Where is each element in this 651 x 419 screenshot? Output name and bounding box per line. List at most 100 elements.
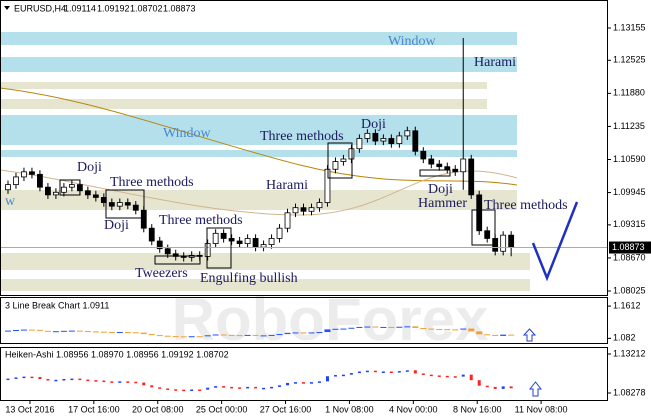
candle-body — [476, 194, 483, 232]
main-panel — [0, 37, 607, 262]
ha-bar — [246, 386, 250, 389]
zone — [0, 253, 530, 270]
ha-bar — [421, 373, 425, 375]
brick — [380, 326, 387, 328]
candle-body — [29, 171, 35, 175]
menu-icon[interactable] — [4, 6, 10, 10]
candle-body — [228, 238, 235, 242]
candle-body — [460, 158, 467, 173]
brick — [124, 332, 131, 334]
candle-body — [244, 238, 251, 244]
candle-body — [212, 232, 219, 244]
ha-bar — [30, 376, 34, 379]
symbol: EURUSD,H4 — [14, 3, 66, 13]
annotation: Window — [163, 126, 212, 141]
annotation: Harami — [474, 55, 516, 70]
candle-body — [380, 138, 387, 142]
brick — [12, 330, 19, 332]
annotation: Doji — [104, 218, 129, 233]
brick — [52, 331, 59, 333]
ha-bar — [70, 378, 74, 381]
y-tick-label: 1.13212 — [613, 348, 646, 358]
zone — [0, 99, 487, 109]
pattern-box — [206, 227, 232, 269]
moving-average — [0, 87, 518, 186]
pattern-box — [59, 179, 81, 196]
pattern-box — [105, 189, 145, 219]
candle-body — [412, 130, 419, 152]
brick — [236, 335, 243, 337]
candle-body — [204, 243, 211, 257]
candle-body — [404, 130, 411, 137]
brick — [108, 332, 115, 334]
ha-bar — [294, 382, 298, 384]
ha-bar — [214, 386, 218, 388]
candle-body — [156, 240, 163, 250]
ha-bar — [14, 377, 18, 379]
pattern-box — [471, 209, 496, 246]
candle-body — [92, 194, 99, 198]
brick — [444, 329, 451, 331]
ha-bar — [198, 389, 202, 392]
candle-body — [356, 138, 363, 150]
brick — [292, 332, 299, 334]
candle-body — [300, 207, 307, 212]
candle-body — [308, 207, 315, 212]
ha-bar — [166, 388, 170, 390]
ha-bar — [46, 378, 50, 381]
candle-body — [484, 230, 491, 239]
ha-bar — [270, 386, 274, 389]
annotation: Three methods — [159, 213, 243, 228]
brick — [508, 334, 515, 336]
brick — [340, 328, 347, 330]
panel-title: Heiken-Ashi 1.08956 1.08970 1.08956 1.09… — [5, 349, 229, 359]
brick — [436, 328, 443, 330]
ha-bar — [54, 379, 58, 382]
y-tick-label: 1.08278 — [613, 387, 646, 397]
ha-bar — [158, 387, 162, 389]
annotation: Three methods — [484, 198, 568, 213]
panel-frames — [0, 0, 608, 401]
ha-bar — [405, 370, 409, 372]
brick — [308, 332, 315, 334]
ha-bar — [501, 386, 505, 389]
brick — [348, 327, 355, 329]
candle-body — [508, 234, 515, 248]
ha-bar — [333, 375, 337, 377]
pattern-box — [419, 169, 451, 177]
candle-body — [37, 173, 43, 188]
annotations: Window Harami Window Three methods Doji … — [5, 34, 568, 286]
ha-bar — [317, 381, 321, 383]
moving-average — [0, 169, 518, 216]
x-tick-label: 11 Nov 08:00 — [515, 404, 568, 414]
annotation: Doji — [361, 117, 386, 132]
brick — [276, 334, 283, 336]
ha-bar — [94, 380, 98, 382]
annotation: w — [5, 194, 16, 209]
x-tick-label: 25 Oct 00:00 — [196, 404, 248, 414]
candle-body — [148, 227, 155, 242]
brick — [60, 330, 67, 332]
brick — [148, 334, 155, 336]
brick — [484, 334, 491, 336]
ha-bar — [190, 389, 194, 392]
brick — [204, 335, 211, 337]
brick — [76, 330, 83, 332]
brick — [388, 326, 395, 328]
current-price-label: 1.08873 — [612, 242, 645, 252]
candle-body — [180, 255, 187, 258]
brick — [476, 331, 483, 335]
brick — [196, 336, 203, 338]
ha-bar — [238, 387, 242, 389]
candle-body — [220, 232, 227, 239]
ha-bar — [493, 386, 497, 389]
brick — [228, 334, 235, 336]
watermark: RoboForex — [172, 286, 489, 353]
ha-bar — [302, 382, 305, 384]
candle-body — [348, 148, 355, 160]
candle-body — [364, 132, 371, 139]
brick — [412, 326, 419, 328]
ha-bar — [150, 385, 154, 388]
brick — [20, 329, 27, 331]
ha-bar — [413, 370, 417, 374]
